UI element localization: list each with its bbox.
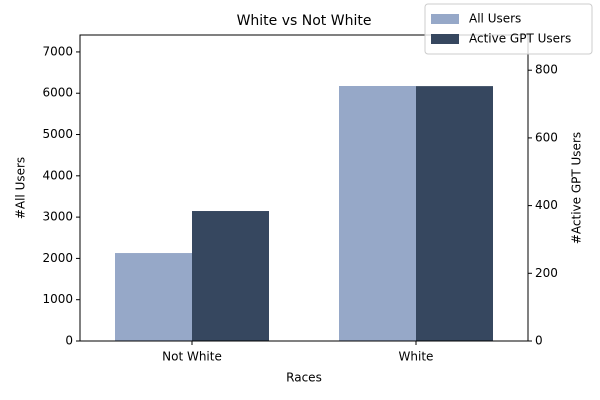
- y-tick-label: 0: [65, 334, 73, 348]
- plot-frame: [79, 34, 529, 342]
- y-tick-label: 1000: [42, 292, 73, 306]
- bar: [192, 211, 269, 341]
- y2-tick-label: 0: [535, 334, 543, 348]
- legend-label: Active GPT Users: [469, 32, 571, 46]
- x-tick-label: White: [399, 350, 434, 364]
- legend-swatch: [431, 34, 459, 44]
- y-tick-label: 6000: [42, 86, 73, 100]
- y2-tick-label: 400: [535, 198, 558, 212]
- y2-axis-label: #Active GPT Users: [570, 132, 584, 244]
- legend-label: All Users: [469, 12, 521, 26]
- chart-title: White vs Not White: [237, 13, 372, 29]
- bar: [339, 86, 416, 341]
- bar: [115, 253, 192, 341]
- y-axis-label: #All Users: [14, 157, 28, 219]
- y2-tick-label: 800: [535, 63, 558, 77]
- y2-tick-label: 600: [535, 130, 558, 144]
- y-tick-label: 2000: [42, 251, 73, 265]
- x-tick-label: Not White: [162, 350, 222, 364]
- y-tick-label: 5000: [42, 127, 73, 141]
- legend-swatch: [431, 14, 459, 24]
- bar: [416, 86, 493, 342]
- y-tick-label: 7000: [42, 44, 73, 58]
- y-tick-label: 4000: [42, 168, 73, 182]
- y-tick-label: 3000: [42, 210, 73, 224]
- x-axis-label: Races: [286, 371, 322, 385]
- legend-box: [424, 3, 593, 55]
- y2-tick-label: 200: [535, 266, 558, 280]
